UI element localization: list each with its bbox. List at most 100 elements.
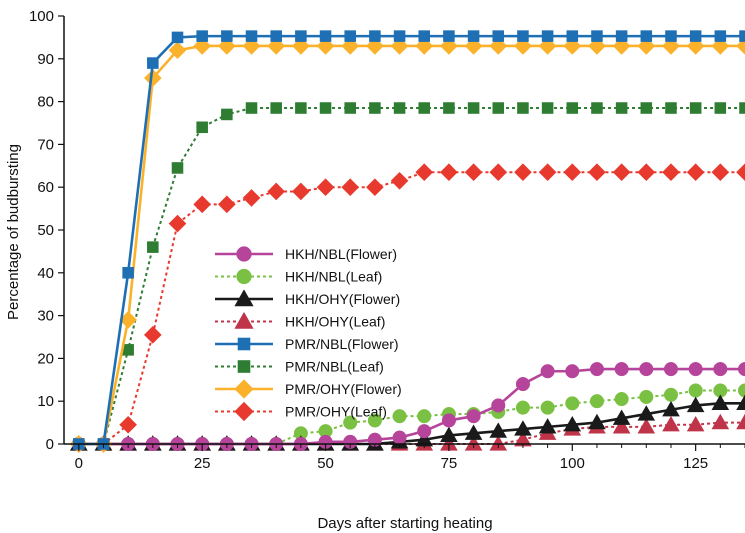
- data-point: [565, 396, 580, 411]
- data-point: [464, 37, 483, 55]
- data-point: [541, 102, 554, 114]
- data-point: [196, 121, 208, 134]
- data-point: [566, 30, 579, 42]
- data-point: [392, 409, 407, 424]
- data-point: [662, 415, 680, 432]
- legend-label: PMR/NBL(Flower): [285, 336, 399, 352]
- data-point: [688, 383, 703, 398]
- data-point: [122, 344, 134, 356]
- data-point: [491, 398, 506, 413]
- legend-marker: [234, 289, 254, 307]
- series-0: [71, 362, 745, 452]
- data-point: [711, 413, 730, 430]
- y-tick-label: 80: [37, 94, 54, 111]
- data-point: [242, 37, 261, 55]
- data-point: [689, 102, 702, 114]
- data-point: [563, 163, 582, 182]
- data-point: [686, 163, 705, 182]
- data-point: [341, 178, 360, 196]
- legend-marker: [234, 311, 254, 329]
- legend-label: HKH/NBL(Leaf): [285, 269, 382, 285]
- legend-label: HKH/OHY(Leaf): [285, 314, 385, 330]
- data-point: [713, 362, 728, 377]
- data-point: [341, 37, 360, 55]
- data-point: [492, 102, 505, 114]
- y-tick-label: 90: [37, 51, 54, 68]
- data-point: [515, 377, 531, 392]
- data-point: [640, 30, 653, 42]
- data-point: [662, 163, 680, 182]
- data-point: [367, 413, 382, 428]
- data-point: [393, 30, 406, 42]
- x-tick-label: 100: [560, 455, 585, 472]
- data-point: [171, 162, 184, 174]
- x-tick-label: 25: [194, 455, 211, 472]
- data-point: [538, 163, 557, 182]
- data-point: [369, 102, 381, 114]
- data-point: [492, 30, 505, 42]
- y-tick-label: 50: [37, 222, 54, 239]
- data-point: [514, 430, 532, 447]
- data-point: [517, 30, 529, 42]
- plot-area: [70, 30, 745, 453]
- data-point: [662, 37, 680, 55]
- data-point: [440, 426, 458, 443]
- legend-marker: [236, 246, 252, 262]
- data-point: [171, 31, 184, 44]
- data-point: [119, 311, 137, 329]
- data-point: [221, 108, 233, 121]
- data-point: [292, 182, 310, 201]
- data-point: [418, 102, 431, 114]
- data-point: [588, 163, 606, 182]
- legend-marker: [236, 268, 252, 285]
- data-point: [736, 394, 745, 410]
- data-point: [689, 30, 702, 42]
- data-point: [193, 37, 211, 55]
- legend-marker: [237, 360, 251, 373]
- data-point: [440, 163, 458, 182]
- data-point: [193, 195, 211, 214]
- data-point: [565, 364, 580, 379]
- data-point: [467, 30, 480, 42]
- data-point: [515, 400, 531, 415]
- data-point: [514, 163, 532, 182]
- data-point: [588, 413, 606, 430]
- data-point: [245, 30, 258, 42]
- data-point: [147, 241, 159, 253]
- data-point: [665, 102, 677, 114]
- data-point: [736, 413, 745, 430]
- data-point: [714, 102, 727, 114]
- y-tick-label: 40: [37, 265, 54, 282]
- data-point: [415, 163, 434, 182]
- data-point: [292, 37, 310, 55]
- data-point: [612, 163, 631, 182]
- data-point: [144, 326, 162, 344]
- legend: HKH/NBL(Flower) HKH/NBL(Leaf) HKH/OHY(Flow…: [215, 246, 402, 422]
- data-point: [591, 30, 603, 42]
- y-tick-label: 70: [37, 136, 54, 153]
- series-7: [70, 163, 745, 453]
- data-point: [639, 389, 654, 404]
- data-point: [119, 415, 137, 434]
- data-point: [489, 435, 508, 451]
- data-point: [295, 30, 307, 42]
- data-point: [489, 37, 508, 55]
- y-tick-label: 10: [37, 393, 54, 410]
- data-point: [343, 415, 358, 430]
- legend-marker: [237, 337, 251, 351]
- data-point: [196, 30, 208, 42]
- series-line: [78, 44, 745, 446]
- x-tick-label: 125: [683, 455, 708, 472]
- data-point: [541, 30, 554, 42]
- legend-label: PMR/OHY(Leaf): [285, 404, 387, 420]
- legend-marker: [234, 379, 254, 399]
- data-point: [739, 102, 745, 114]
- data-point: [663, 387, 679, 402]
- data-point: [440, 37, 458, 55]
- data-point: [270, 30, 282, 42]
- data-point: [566, 102, 579, 114]
- data-point: [440, 435, 458, 451]
- data-point: [688, 362, 703, 377]
